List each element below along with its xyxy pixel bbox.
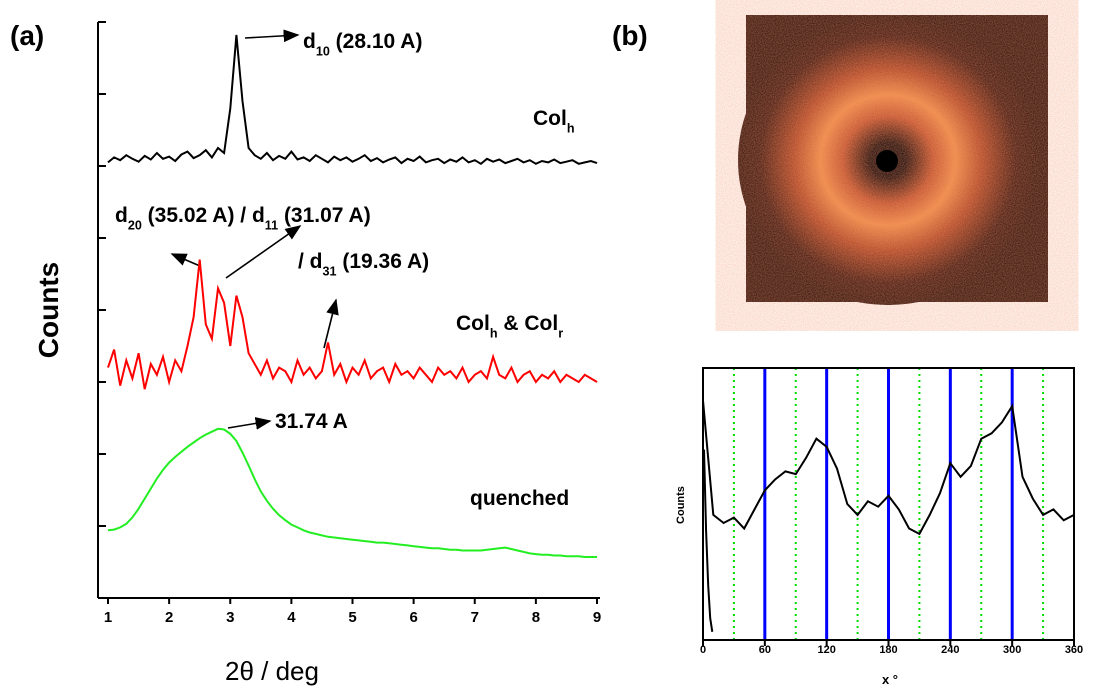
curve-label: Colh (533, 107, 575, 135)
annotation-part: 31.74 A (275, 410, 348, 433)
annotation-part: (31.07 A) (278, 204, 371, 227)
y-axis-label: Counts (675, 486, 687, 524)
series-line (702, 400, 1075, 536)
series-line (703, 449, 714, 632)
x-axis-label: x ° (882, 672, 898, 687)
curve-label: Colh & Colr (456, 312, 563, 340)
x-tick-label: 300 (1003, 644, 1021, 656)
curve-label-part: r (558, 326, 563, 340)
annotation: / d31 (19.36 A) (298, 250, 429, 278)
curve-label-part: h (567, 121, 575, 135)
panel-label: (b) (612, 20, 648, 51)
annotation-part: d (115, 204, 128, 227)
annotation-part: d (303, 30, 316, 53)
arrows (170, 29, 339, 430)
annotation-part: 10 (316, 44, 330, 58)
x-tick-label: 240 (941, 644, 959, 656)
curve-label-part: Col (456, 312, 490, 335)
series-line (107, 34, 598, 166)
y-axis-label: Counts (33, 262, 64, 358)
x-tick-label: 0 (700, 644, 706, 656)
x-tick-label: 8 (532, 609, 540, 626)
annotation-part: (35.02 A) / d (142, 204, 265, 227)
x-tick-label: 1 (104, 609, 112, 626)
x-tick-label: 2 (165, 609, 173, 626)
x-tick-label: 3 (226, 609, 234, 626)
series-line (107, 259, 598, 390)
annotation-part: 31 (323, 264, 337, 278)
annotation: d20 (35.02 A) / d11 (31.07 A) (115, 204, 371, 232)
annotation: 31.74 A (275, 410, 348, 433)
annotation-part: 11 (265, 218, 278, 232)
x-tick-label: 7 (471, 609, 479, 626)
annotation-part: / d (298, 250, 323, 273)
x-tick-label: 120 (817, 644, 835, 656)
x-tick-label: 4 (287, 609, 296, 626)
curve-label-part: & Col (498, 312, 559, 335)
annotation-part: 20 (128, 218, 142, 232)
diffraction-image (738, 15, 1048, 305)
annotation-part: (19.36 A) (337, 250, 430, 273)
annotation-part: (28.10 A) (330, 30, 423, 53)
x-tick-label: 60 (759, 644, 771, 656)
x-tick-label: 5 (348, 609, 356, 626)
series-line (107, 427, 597, 558)
annotation: d10 (28.10 A) (303, 30, 422, 58)
curve-label: quenched (470, 487, 569, 510)
x-tick-label: 360 (1065, 644, 1083, 656)
x-tick-label: 6 (409, 609, 417, 626)
x-axis-label: 2θ / deg (225, 656, 319, 686)
x-tick-label: 180 (879, 644, 897, 656)
x-tick-label: 9 (593, 609, 601, 626)
curve-label-part: quenched (470, 487, 569, 510)
curve-label-part: h (490, 326, 498, 340)
curve-label-part: Col (533, 107, 567, 130)
panel-label: (a) (10, 20, 44, 51)
